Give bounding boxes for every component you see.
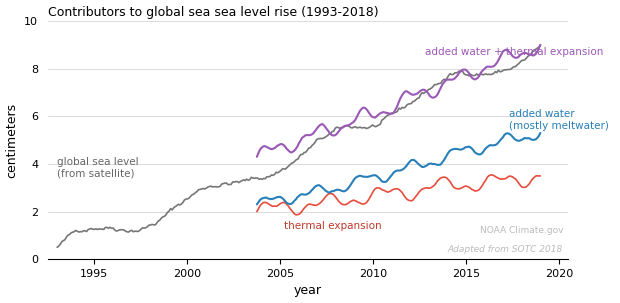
Text: added water + thermal expansion: added water + thermal expansion	[425, 47, 603, 57]
X-axis label: year: year	[294, 285, 322, 298]
Text: thermal expansion: thermal expansion	[284, 221, 381, 231]
Text: global sea level
(from satellite): global sea level (from satellite)	[57, 157, 139, 178]
Text: added water
(mostly meltwater): added water (mostly meltwater)	[509, 109, 609, 131]
Text: Adapted from SOTC 2018: Adapted from SOTC 2018	[448, 245, 563, 255]
Y-axis label: centimeters: centimeters	[6, 103, 19, 178]
Text: NOAA Climate.gov: NOAA Climate.gov	[479, 226, 563, 235]
Text: Contributors to global sea sea level rise (1993-2018): Contributors to global sea sea level ris…	[48, 5, 378, 18]
